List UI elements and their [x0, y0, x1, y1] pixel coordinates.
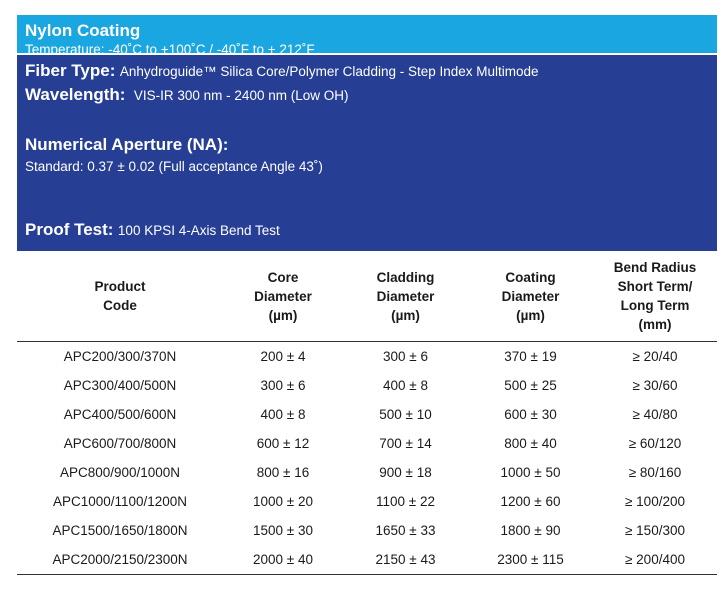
- cell-cladding-diameter: 1650 ± 33: [375, 523, 436, 538]
- cell-product-code: APC800/900/1000N: [59, 465, 181, 480]
- spec-band: Fiber Type: Anhydroguide™ Silica Core/Po…: [17, 55, 717, 251]
- cell-bend-radius: ≥ 20/40: [632, 349, 678, 364]
- cell-core-diameter: 1500 ± 30: [253, 523, 313, 538]
- cell-bend-radius: ≥ 150/300: [625, 523, 685, 538]
- title-band: Nylon Coating Temperature: -40˚C to +100…: [17, 15, 717, 57]
- cell-cladding-diameter: 300 ± 6: [383, 349, 428, 364]
- cell-core-diameter: 200 ± 4: [260, 349, 306, 364]
- cell-bend-radius: ≥ 200/400: [593, 545, 717, 575]
- temperature-range: Temperature: -40˚C to +100˚C / -40˚F to …: [25, 42, 315, 57]
- cell-coating-diameter: 1200 ± 60: [500, 494, 561, 509]
- header-product-code: Product Code: [17, 251, 223, 342]
- cell-coating-diameter: 1000 ± 50: [500, 465, 561, 480]
- cell-core-diameter: 600 ± 12: [256, 436, 310, 451]
- table-row: APC2000/2150/2300N 2000 ± 40 2150 ± 43 2…: [17, 545, 717, 575]
- cell-cladding-diameter: 700 ± 14: [379, 436, 432, 451]
- coating-title: Nylon Coating: [25, 21, 141, 40]
- fiber-spec-table: Product Code Core Diameter (µm) Cladding…: [17, 251, 717, 575]
- cell-coating-diameter: 2300 ± 115: [468, 545, 593, 575]
- header-bend-radius: Bend Radius Short Term/ Long Term (mm): [593, 251, 717, 342]
- cell-coating-diameter: 370 ± 19: [504, 349, 557, 364]
- cell-core-diameter: 300 ± 6: [260, 378, 306, 393]
- wavelength-value: VIS-IR 300 nm - 2400 nm (Low OH): [133, 88, 349, 103]
- cell-product-code: APC600/700/800N: [63, 436, 177, 451]
- wavelength-label: Wavelength:: [25, 85, 126, 104]
- fiber-type-line: Fiber Type: Anhydroguide™ Silica Core/Po…: [25, 61, 539, 81]
- cell-bend-radius: ≥ 100/200: [625, 494, 685, 509]
- cell-core-diameter: 400 ± 8: [260, 407, 306, 422]
- table-row: APC1500/1650/1800N 1500 ± 30 1650 ± 33 1…: [17, 516, 717, 545]
- table-row: APC600/700/800N 600 ± 12 700 ± 14 800 ± …: [17, 429, 717, 458]
- spec-sheet: Nylon Coating Temperature: -40˚C to +100…: [17, 15, 717, 575]
- na-value: Standard: 0.37 ± 0.02 (Full acceptance A…: [25, 159, 323, 174]
- cell-cladding-diameter: 1100 ± 22: [376, 494, 435, 509]
- header-core-diameter: Core Diameter (µm): [223, 251, 343, 342]
- na-label-line: Numerical Aperture (NA):: [25, 135, 228, 155]
- header-cladding-diameter: Cladding Diameter (µm): [343, 251, 468, 342]
- proof-test-label: Proof Test:: [25, 220, 114, 239]
- table-row: APC400/500/600N 400 ± 8 500 ± 10 600 ± 3…: [17, 400, 717, 429]
- cell-core-diameter: 1000 ± 20: [253, 494, 313, 509]
- cell-cladding-diameter: 400 ± 8: [383, 378, 428, 393]
- table-row: APC200/300/370N 200 ± 4 300 ± 6 370 ± 19…: [17, 342, 717, 372]
- table-row: APC1000/1100/1200N 1000 ± 20 1100 ± 22 1…: [17, 487, 717, 516]
- table-row: APC300/400/500N 300 ± 6 400 ± 8 500 ± 25…: [17, 371, 717, 400]
- fiber-type-value: Anhydroguide™ Silica Core/Polymer Claddi…: [119, 64, 539, 79]
- cell-core-diameter: 800 ± 16: [256, 465, 310, 480]
- proof-test-line: Proof Test: 100 KPSI 4-Axis Bend Test: [25, 220, 280, 240]
- header-coating-diameter: Coating Diameter (µm): [468, 251, 593, 342]
- cell-coating-diameter: 600 ± 30: [504, 407, 557, 422]
- cell-core-diameter: 2000 ± 40: [223, 545, 343, 575]
- cell-product-code: APC1500/1650/1800N: [52, 523, 188, 538]
- cell-bend-radius: ≥ 60/120: [628, 436, 682, 451]
- proof-test-value: 100 KPSI 4-Axis Bend Test: [117, 223, 280, 238]
- cell-product-code: APC2000/2150/2300N: [17, 545, 223, 575]
- fiber-type-label: Fiber Type:: [25, 61, 116, 80]
- cell-product-code: APC200/300/370N: [63, 349, 177, 364]
- cell-cladding-diameter: 500 ± 10: [379, 407, 432, 422]
- cell-bend-radius: ≥ 80/160: [628, 465, 682, 480]
- cell-coating-diameter: 500 ± 25: [504, 378, 557, 393]
- cell-bend-radius: ≥ 40/80: [632, 407, 678, 422]
- cell-coating-diameter: 800 ± 40: [504, 436, 557, 451]
- na-label: Numerical Aperture (NA):: [25, 135, 229, 154]
- table-row: APC800/900/1000N 800 ± 16 900 ± 18 1000 …: [17, 458, 717, 487]
- cell-product-code: APC300/400/500N: [63, 378, 177, 393]
- cell-cladding-diameter: 2150 ± 43: [343, 545, 468, 575]
- cell-bend-radius: ≥ 30/60: [632, 378, 678, 393]
- cell-coating-diameter: 1800 ± 90: [500, 523, 561, 538]
- na-value-line: Standard: 0.37 ± 0.02 (Full acceptance A…: [25, 158, 323, 176]
- cell-product-code: APC400/500/600N: [63, 407, 177, 422]
- cell-cladding-diameter: 900 ± 18: [379, 465, 432, 480]
- wavelength-line: Wavelength: VIS-IR 300 nm - 2400 nm (Low…: [25, 85, 348, 105]
- cell-product-code: APC1000/1100/1200N: [52, 494, 188, 509]
- table-header-row: Product Code Core Diameter (µm) Cladding…: [17, 251, 717, 342]
